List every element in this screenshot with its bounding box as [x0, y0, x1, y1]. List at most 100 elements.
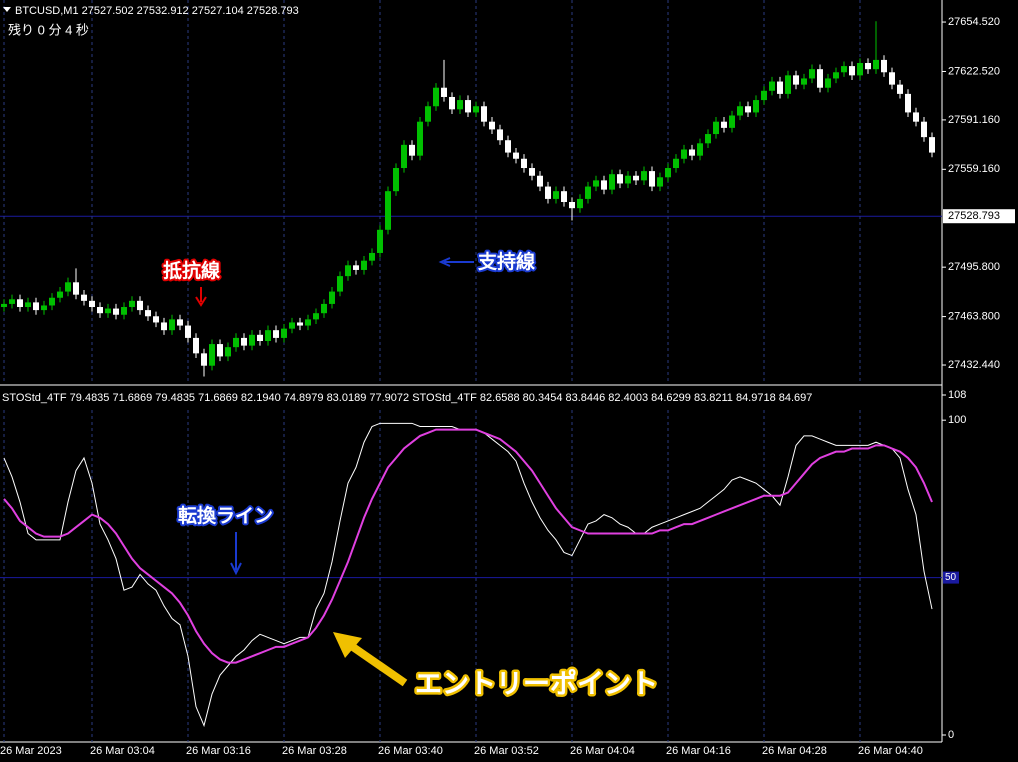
candle-body	[345, 265, 351, 277]
candle-body	[305, 319, 311, 326]
candle-body	[249, 334, 255, 346]
y-tick-label: 0	[948, 729, 954, 741]
candle-body	[201, 353, 207, 366]
candle-body	[313, 313, 319, 320]
candle-body	[721, 121, 727, 128]
candle-body	[529, 168, 535, 176]
candle-body	[353, 265, 359, 270]
candle-body	[889, 72, 895, 85]
annotation: 抵抗線	[163, 259, 220, 282]
candle-body	[569, 201, 575, 209]
y-tick-label: 27432.440	[948, 359, 1000, 371]
candle-body	[561, 191, 567, 202]
candle-body	[9, 299, 15, 304]
candle-body	[393, 168, 399, 192]
x-tick-label: 26 Mar 03:40	[378, 745, 443, 757]
labels: BTCUSD,M1 27527.502 27532.912 27527.104 …	[0, 5, 1015, 757]
candle-body	[129, 300, 135, 308]
candle-body	[161, 322, 167, 331]
candle-body	[761, 90, 767, 101]
candle-body	[865, 63, 871, 70]
y-tick-label: 108	[948, 389, 966, 401]
candle-body	[521, 158, 527, 169]
candle-body	[169, 319, 175, 331]
candle-body	[921, 121, 927, 138]
candle-body	[545, 186, 551, 199]
indicator-line	[3, 428, 933, 664]
candle-body	[145, 310, 151, 317]
candle-body	[833, 72, 839, 79]
x-tick-label: 26 Mar 2023	[0, 745, 62, 757]
x-tick-label: 26 Mar 04:04	[570, 745, 635, 757]
candle-body	[497, 129, 503, 141]
x-tick-label: 26 Mar 03:16	[186, 745, 251, 757]
candle-body	[105, 308, 111, 314]
candle-body	[273, 330, 279, 338]
y-tick-label: 27463.800	[948, 310, 1000, 322]
candle-body	[257, 334, 263, 341]
candle-body	[825, 78, 831, 88]
level-box	[943, 571, 959, 584]
candle-body	[785, 75, 791, 94]
candle-body	[705, 134, 711, 144]
candle-body	[473, 106, 479, 113]
candle-body	[97, 307, 103, 314]
candle-body	[801, 78, 807, 85]
candle-body	[689, 149, 695, 156]
candle-body	[185, 325, 191, 338]
candle-body	[793, 75, 799, 85]
candle-body	[265, 330, 271, 341]
candle-body	[241, 337, 247, 346]
candle-body	[897, 84, 903, 94]
candle-body	[401, 144, 407, 169]
candle-body	[625, 175, 631, 184]
candle-body	[17, 299, 23, 308]
annotation-arrow	[438, 257, 474, 267]
candle-body	[753, 100, 759, 113]
candle-body	[33, 302, 39, 311]
candle-body	[737, 106, 743, 116]
annotation-arrow	[230, 532, 242, 576]
candle-body	[913, 112, 919, 122]
x-tick-label: 26 Mar 03:28	[282, 745, 347, 757]
candle-body	[537, 175, 543, 187]
candle-body	[481, 106, 487, 122]
candle-body	[929, 137, 935, 153]
indicator-header: STOStd_4TF 79.4835 71.6869 79.4835 71.68…	[2, 392, 812, 404]
candle-body	[681, 149, 687, 159]
y-tick-label: 27559.160	[948, 163, 1000, 175]
candle-body	[881, 59, 887, 73]
candle-body	[585, 186, 591, 199]
y-tick-label: 27591.160	[948, 114, 1000, 126]
candle-body	[609, 174, 615, 190]
candle-body	[457, 100, 463, 110]
candle-body	[321, 303, 327, 314]
candle-body	[113, 308, 119, 315]
candle-body	[449, 96, 455, 110]
candle-body	[57, 291, 63, 298]
x-tick-label: 26 Mar 04:28	[762, 745, 827, 757]
current-price-label: 27528.793	[948, 210, 1000, 222]
y-tick-label: 27654.520	[948, 16, 1000, 28]
countdown: 残り 0 分 4 秒	[8, 22, 89, 37]
x-tick-label: 26 Mar 03:04	[90, 745, 155, 757]
candle-body	[329, 291, 335, 304]
x-tick-label: 26 Mar 03:52	[474, 745, 539, 757]
candle-body	[593, 180, 599, 187]
candle-body	[777, 81, 783, 94]
candle-body	[1, 303, 7, 308]
annotation-arrow	[347, 641, 408, 687]
candle-body	[489, 121, 495, 130]
candle-body	[65, 282, 71, 292]
candle-body	[905, 93, 911, 113]
x-tick-label: 26 Mar 04:16	[666, 745, 731, 757]
candle-body	[769, 81, 775, 91]
candle-body	[633, 175, 639, 181]
x-tick-label: 26 Mar 04:40	[858, 745, 923, 757]
candle-body	[673, 158, 679, 169]
y-tick-label: 27495.800	[948, 261, 1000, 273]
candle-body	[697, 143, 703, 156]
